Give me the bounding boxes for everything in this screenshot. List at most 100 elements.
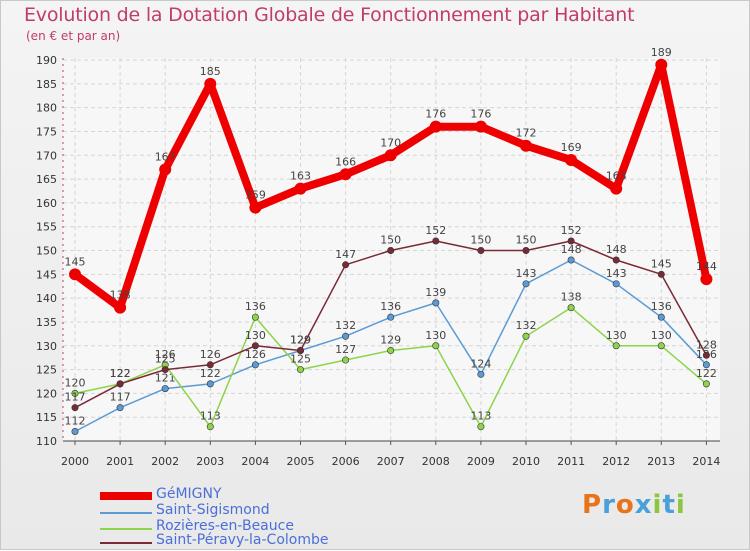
legend-label: Saint-Sigismond: [156, 502, 270, 518]
data-point-rozieres-en-beauce: [251, 313, 259, 321]
data-label-saint-sigismond: 136: [380, 300, 401, 313]
y-tick-label: 165: [36, 173, 57, 186]
y-tick-label: 150: [36, 245, 57, 258]
data-label-saint-sigismond: 136: [651, 300, 672, 313]
data-point-rozieres-en-beauce: [342, 356, 350, 364]
data-point-gemigny: [429, 120, 442, 133]
data-label-gemigny: 163: [606, 170, 627, 183]
data-point-saint-peravy-la-colombe: [387, 247, 395, 255]
y-tick-label: 115: [36, 411, 57, 424]
data-point-saint-sigismond: [522, 280, 530, 288]
data-label-saint-sigismond: 124: [470, 357, 491, 370]
data-label-gemigny: 169: [561, 141, 582, 154]
data-label-rozieres-en-beauce: 130: [651, 329, 672, 342]
data-label-rozieres-en-beauce: 122: [696, 367, 717, 380]
x-tick-label: 2009: [467, 455, 495, 468]
data-point-saint-sigismond: [657, 313, 665, 321]
data-point-saint-sigismond: [702, 361, 710, 369]
data-point-saint-peravy-la-colombe: [71, 404, 79, 412]
data-point-rozieres-en-beauce: [71, 389, 79, 397]
data-label-saint-peravy-la-colombe: 126: [200, 348, 221, 361]
data-point-gemigny: [655, 58, 668, 71]
data-label-saint-peravy-la-colombe: 122: [110, 367, 131, 380]
y-tick-label: 125: [36, 364, 57, 377]
y-tick-label: 135: [36, 316, 57, 329]
y-tick-label: 185: [36, 78, 57, 91]
data-point-gemigny: [69, 268, 81, 281]
data-point-rozieres-en-beauce: [477, 423, 485, 431]
data-label-saint-peravy-la-colombe: 130: [245, 329, 266, 342]
legend-swatch: [100, 542, 152, 544]
data-label-gemigny: 144: [696, 260, 717, 273]
data-label-saint-sigismond: 117: [110, 391, 131, 404]
data-point-gemigny: [565, 154, 578, 167]
y-tick-label: 130: [36, 340, 57, 353]
x-tick-label: 2011: [557, 455, 585, 468]
data-point-saint-peravy-la-colombe: [522, 247, 530, 255]
x-tick-label: 2002: [151, 455, 179, 468]
data-label-gemigny: 166: [335, 155, 356, 168]
data-point-saint-peravy-la-colombe: [251, 342, 259, 350]
data-point-rozieres-en-beauce: [702, 380, 710, 388]
data-label-gemigny: 138: [110, 289, 131, 302]
x-tick-label: 2003: [196, 455, 224, 468]
data-label-gemigny: 176: [470, 108, 491, 121]
data-point-saint-peravy-la-colombe: [477, 247, 485, 255]
data-point-rozieres-en-beauce: [567, 304, 575, 312]
data-point-rozieres-en-beauce: [612, 342, 620, 350]
data-point-rozieres-en-beauce: [657, 342, 665, 350]
data-label-saint-peravy-la-colombe: 147: [335, 248, 356, 261]
y-tick-label: 155: [36, 221, 57, 234]
data-label-gemigny: 176: [425, 108, 446, 121]
data-label-rozieres-en-beauce: 113: [470, 410, 491, 423]
x-tick-label: 2000: [61, 455, 89, 468]
data-point-gemigny: [294, 182, 307, 195]
y-tick-label: 110: [36, 435, 57, 448]
data-label-gemigny: 185: [200, 65, 221, 78]
data-label-saint-peravy-la-colombe: 152: [561, 224, 582, 237]
data-point-saint-peravy-la-colombe: [702, 351, 710, 359]
proxiti-logo: Proxiti: [582, 490, 686, 520]
chart-title: Evolution de la Dotation Globale de Fonc…: [24, 4, 635, 26]
data-point-saint-peravy-la-colombe: [567, 237, 575, 245]
y-tick-label: 175: [36, 125, 57, 138]
data-point-saint-peravy-la-colombe: [612, 256, 620, 264]
legend-swatch: [100, 492, 152, 500]
data-label-rozieres-en-beauce: 125: [290, 353, 311, 366]
data-label-rozieres-en-beauce: 126: [155, 348, 176, 361]
data-label-saint-peravy-la-colombe: 152: [425, 224, 446, 237]
data-label-saint-sigismond: 112: [65, 414, 86, 427]
y-tick-label: 145: [36, 268, 57, 281]
data-point-rozieres-en-beauce: [296, 366, 304, 374]
x-tick-label: 2014: [692, 455, 720, 468]
data-point-saint-peravy-la-colombe: [432, 237, 440, 245]
data-label-saint-peravy-la-colombe: 145: [651, 257, 672, 270]
data-point-saint-peravy-la-colombe: [161, 366, 169, 374]
data-point-gemigny: [249, 201, 262, 214]
data-point-saint-peravy-la-colombe: [657, 270, 665, 278]
data-point-saint-sigismond: [612, 280, 620, 288]
data-point-saint-sigismond: [206, 380, 214, 388]
data-point-saint-peravy-la-colombe: [116, 380, 124, 388]
data-label-gemigny: 172: [516, 127, 537, 140]
data-label-saint-sigismond: 121: [155, 372, 176, 385]
data-point-saint-sigismond: [432, 299, 440, 307]
data-label-saint-peravy-la-colombe: 150: [516, 234, 537, 247]
data-label-saint-sigismond: 148: [561, 243, 582, 256]
data-point-gemigny: [474, 120, 487, 133]
data-label-rozieres-en-beauce: 129: [380, 334, 401, 347]
data-point-saint-sigismond: [251, 361, 259, 369]
data-point-saint-sigismond: [161, 385, 169, 393]
chart-subtitle: (en € et par an): [26, 29, 121, 43]
data-point-gemigny: [700, 273, 713, 286]
data-point-rozieres-en-beauce: [522, 332, 530, 340]
x-tick-label: 2010: [512, 455, 540, 468]
x-tick-label: 2004: [241, 455, 269, 468]
data-label-saint-peravy-la-colombe: 129: [290, 334, 311, 347]
data-label-saint-peravy-la-colombe: 148: [606, 243, 627, 256]
data-point-gemigny: [159, 163, 172, 176]
data-label-gemigny: 163: [290, 170, 311, 183]
data-label-gemigny: 189: [651, 46, 672, 59]
data-point-gemigny: [384, 149, 397, 162]
